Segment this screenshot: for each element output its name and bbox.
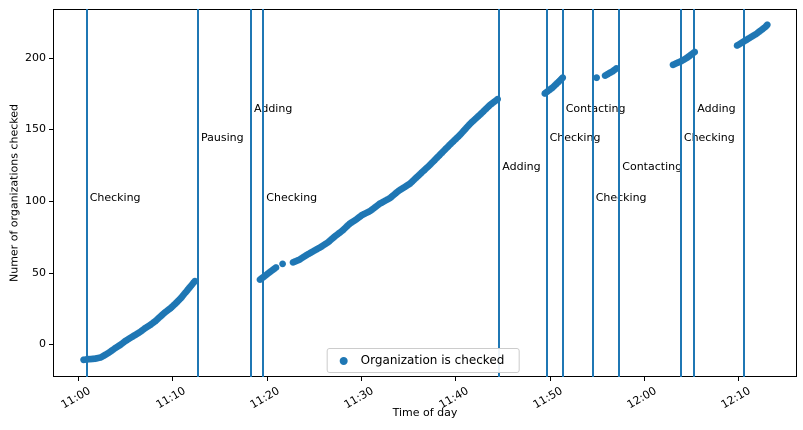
x-tick-mark xyxy=(455,377,457,381)
event-line xyxy=(498,9,501,377)
event-line xyxy=(679,9,682,377)
x-tick-mark xyxy=(360,377,362,381)
event-label: Checking xyxy=(89,191,141,204)
event-line xyxy=(545,9,548,377)
x-tick-mark xyxy=(172,377,174,381)
x-tick-mark xyxy=(738,377,740,381)
event-line xyxy=(591,9,594,377)
y-tick-mark xyxy=(49,200,53,202)
x-tick-mark xyxy=(266,377,268,381)
legend: Organization is checked xyxy=(326,348,520,373)
event-line xyxy=(197,9,199,377)
y-tick-mark xyxy=(49,344,53,346)
y-axis-title: Numer of organizations checked xyxy=(7,104,21,282)
y-tick-label: 50 xyxy=(32,265,46,279)
event-label: Pausing xyxy=(201,130,244,144)
event-label: Adding xyxy=(697,102,736,116)
y-tick-mark xyxy=(49,272,53,274)
x-axis-title: Time of day xyxy=(392,406,458,419)
event-label: Contacting xyxy=(622,159,683,173)
y-tick-label: 200 xyxy=(25,50,46,64)
legend-marker-dot xyxy=(339,356,348,365)
event-line xyxy=(693,9,696,377)
event-label: Checking xyxy=(266,191,318,204)
x-tick-mark xyxy=(78,377,79,381)
event-line xyxy=(743,9,746,377)
y-tick-label: 150 xyxy=(25,122,46,136)
y-tick-mark xyxy=(49,57,53,59)
plot-area xyxy=(53,9,797,377)
event-line xyxy=(618,9,621,377)
event-line xyxy=(561,9,564,377)
event-line xyxy=(262,9,265,377)
event-line xyxy=(85,9,88,377)
y-tick-mark xyxy=(49,129,53,131)
event-label: Checking xyxy=(683,130,735,144)
legend-label: Organization is checked xyxy=(360,353,505,367)
event-label: Contacting xyxy=(565,102,626,116)
y-tick-label: 0 xyxy=(39,337,46,351)
event-label: Adding xyxy=(502,159,541,173)
x-tick-mark xyxy=(549,377,551,381)
x-tick-mark xyxy=(643,377,645,381)
event-label: Adding xyxy=(254,102,293,116)
event-line xyxy=(250,9,252,377)
event-label: Checking xyxy=(595,191,647,204)
y-tick-label: 100 xyxy=(25,193,46,207)
